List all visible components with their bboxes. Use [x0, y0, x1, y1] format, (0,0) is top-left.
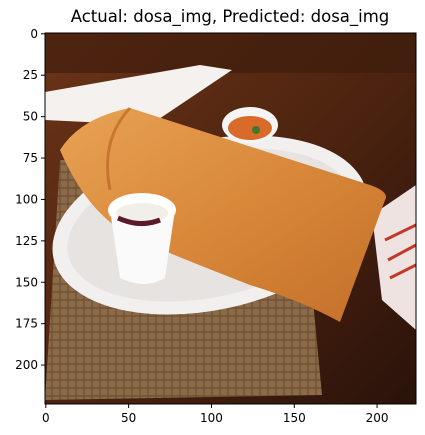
y-tick-label: 25: [23, 68, 38, 82]
y-axis: 0 25 50 75 100 125 150 175 200: [15, 27, 45, 372]
photo-dosa: [45, 33, 416, 404]
y-tick-label: 100: [15, 192, 38, 206]
x-tick-label: 100: [200, 411, 223, 425]
y-tick-label: 175: [15, 317, 38, 331]
y-tick-label: 150: [15, 275, 38, 289]
x-tick-label: 200: [366, 411, 389, 425]
y-tick-label: 0: [30, 27, 38, 41]
y-tick-label: 75: [23, 151, 38, 165]
y-tick-label: 200: [15, 358, 38, 372]
y-tick-label: 125: [15, 234, 38, 248]
x-axis: 0 50 100 150 200: [42, 404, 389, 425]
plot-title: Actual: dosa_img, Predicted: dosa_img: [70, 7, 390, 26]
x-tick-label: 0: [42, 411, 50, 425]
x-tick-label: 150: [283, 411, 306, 425]
x-tick-label: 50: [121, 411, 136, 425]
y-tick-label: 50: [23, 110, 38, 124]
axes-frame: [44, 32, 417, 405]
